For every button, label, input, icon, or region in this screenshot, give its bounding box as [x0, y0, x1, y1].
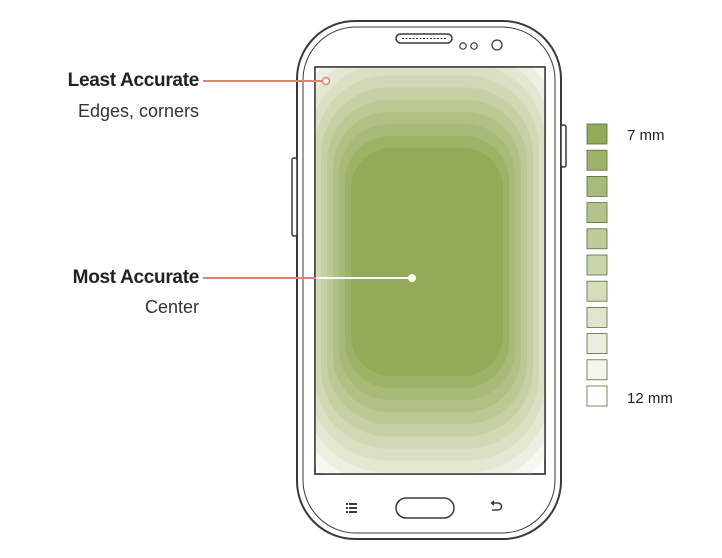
least-accurate-title: Least Accurate: [67, 70, 200, 91]
legend-swatch: [586, 280, 608, 302]
legend-swatch: [586, 228, 608, 250]
sensor-icon: [470, 42, 478, 50]
power-button: [560, 124, 567, 168]
camera-icon: [491, 39, 503, 51]
legend-top-label: 7 mm: [627, 127, 665, 144]
menu-icon: [346, 503, 357, 513]
legend-swatch: [586, 385, 608, 407]
speaker-icon: [395, 33, 453, 44]
legend-swatch: [586, 306, 608, 328]
legend-swatch: [586, 175, 608, 197]
most-accurate-subtitle: Center: [144, 297, 199, 317]
volume-button: [291, 157, 298, 237]
legend-swatch: [586, 254, 608, 276]
least-accurate-subtitle: Edges, corners: [77, 101, 199, 121]
accuracy-zone: [351, 148, 503, 376]
most-accurate-title: Most Accurate: [72, 267, 200, 288]
legend-swatch: [586, 123, 608, 145]
legend-scale: [586, 123, 608, 407]
accuracy-zones: [315, 67, 545, 474]
back-icon: [490, 500, 503, 511]
legend-bottom-label: 12 mm: [627, 390, 673, 407]
legend-swatch: [586, 333, 608, 355]
legend-swatch: [586, 149, 608, 171]
home-button: [395, 497, 455, 519]
legend-swatch: [586, 359, 608, 381]
callout-least-line: [203, 76, 331, 86]
callout-most-line: [203, 274, 416, 282]
sensor-icon: [459, 42, 467, 50]
legend-swatch: [586, 202, 608, 224]
